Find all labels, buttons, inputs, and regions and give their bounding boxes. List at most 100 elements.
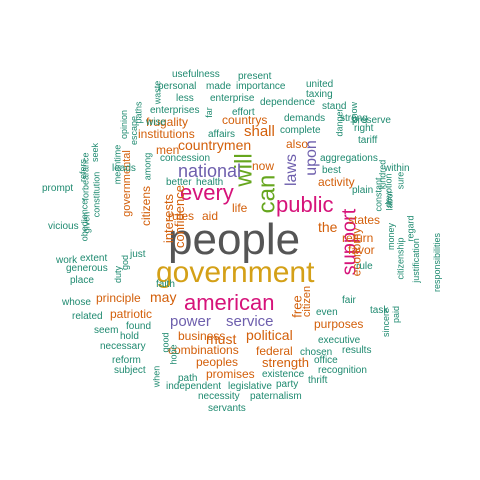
word-existence: existence (262, 369, 305, 380)
word-rules: rules (168, 209, 195, 223)
word-complete: complete (280, 125, 321, 136)
word-justification: justification (410, 238, 421, 283)
word-stand: stand (322, 101, 347, 112)
word-extent: extent (80, 253, 108, 264)
word-made: made (206, 81, 232, 92)
word-activity: activity (318, 175, 355, 189)
word-escape: escape (129, 115, 140, 146)
word-seem: seem (94, 325, 119, 336)
word-united: united (306, 79, 334, 90)
word-best: best (322, 165, 341, 176)
word-purposes: purposes (314, 317, 364, 331)
word-strength: strength (262, 355, 309, 370)
word-opinion: opinion (119, 109, 130, 140)
word-sure: sure (395, 171, 406, 190)
word-preserve: preserve (352, 115, 391, 126)
word-personal: personal (158, 81, 197, 92)
word-concession: concession (160, 153, 211, 164)
word-return: return (342, 231, 374, 245)
word-also: also (286, 137, 309, 151)
word-danger: danger (334, 108, 345, 137)
word-enterprises: enterprises (150, 105, 200, 116)
word-leads: leads (112, 163, 136, 174)
word-men: men (156, 143, 180, 157)
word-aggregations: aggregations (320, 153, 378, 164)
word-governmental: governmental (120, 150, 133, 217)
word-plain: plain (352, 185, 374, 196)
word-may: may (150, 289, 177, 305)
word-generous: generous (66, 263, 108, 274)
word-work: work (56, 255, 78, 266)
word-sincere: sincere (381, 307, 392, 338)
word-life: life (232, 201, 248, 215)
word-strong: strong (340, 113, 368, 124)
word-office: office (314, 355, 338, 366)
word-federal: federal (256, 344, 293, 358)
word-chosen: chosen (300, 347, 333, 358)
word-combinations: combinations (168, 343, 239, 357)
word-when: when (151, 365, 162, 388)
word-importance: importance (236, 81, 286, 92)
word-duty: duty (113, 265, 124, 284)
word-national: national (178, 161, 242, 181)
word-executive: executive (318, 335, 361, 346)
word-party: party (276, 379, 299, 390)
word-subject: subject (114, 365, 146, 376)
word-responsibilities: responsibilities (432, 232, 443, 293)
word-reform: reform (112, 355, 141, 366)
word-the: the (318, 219, 338, 235)
word-paid: paid (391, 305, 402, 324)
word-among: among (142, 152, 153, 181)
word-public: public (276, 192, 334, 217)
word-american: american (184, 290, 275, 315)
word-tariff: tariff (358, 135, 378, 146)
word-results: results (342, 345, 372, 356)
word-constant: constant (373, 177, 384, 212)
word-just: just (130, 249, 146, 260)
word-independent: independent (166, 381, 222, 392)
word-people: people (168, 215, 301, 264)
word-hope: hope (168, 344, 179, 365)
word-forbearance: forbearance (80, 152, 91, 201)
word-frugality: frugality (146, 115, 189, 129)
word-business: business (178, 329, 226, 343)
word-demands: demands (284, 113, 326, 124)
word-waste: waste (152, 80, 163, 105)
word-necessary: necessary (100, 341, 146, 352)
word-citizenship: citizenship (395, 237, 406, 280)
word-whose: whose (62, 297, 91, 308)
word-promises: promises (206, 367, 255, 381)
word-labor: labor (384, 190, 395, 211)
word-found: found (126, 321, 152, 332)
word-better: better (166, 177, 192, 188)
word-within: within (384, 163, 410, 174)
word-countrymen: countrymen (178, 137, 252, 153)
word-laws: laws (283, 153, 301, 187)
word-faith: faith (156, 279, 175, 290)
word-every: every (180, 180, 234, 205)
word-thrift: thrift (308, 375, 328, 386)
word-peoples: peoples (196, 355, 239, 369)
word-servants: servants (208, 403, 246, 414)
word-place: place (70, 275, 94, 286)
word-wise: wise (146, 117, 167, 128)
word-recognition: recognition (318, 365, 367, 376)
word-prompt: prompt (42, 183, 74, 194)
word-citizen: citizen (301, 285, 314, 318)
word-now: now (252, 159, 275, 173)
word-paternalism: paternalism (250, 391, 302, 402)
word-usefulness: usefulness (172, 69, 220, 80)
word-path: path (178, 373, 198, 384)
word-shall: shall (244, 123, 275, 140)
word-aid: aid (202, 209, 219, 223)
word-enterprise: enterprise (210, 93, 255, 104)
word-favor: favor (348, 243, 375, 257)
word-far: far (203, 107, 214, 118)
word-affairs: affairs (208, 129, 236, 140)
word-constitution: constitution (91, 171, 102, 218)
word-states: states (348, 213, 381, 227)
word-dependence: dependence (260, 97, 316, 108)
word-government: government (156, 256, 315, 289)
word-patriotic: patriotic (110, 307, 153, 321)
word-taxing: taxing (306, 89, 333, 100)
